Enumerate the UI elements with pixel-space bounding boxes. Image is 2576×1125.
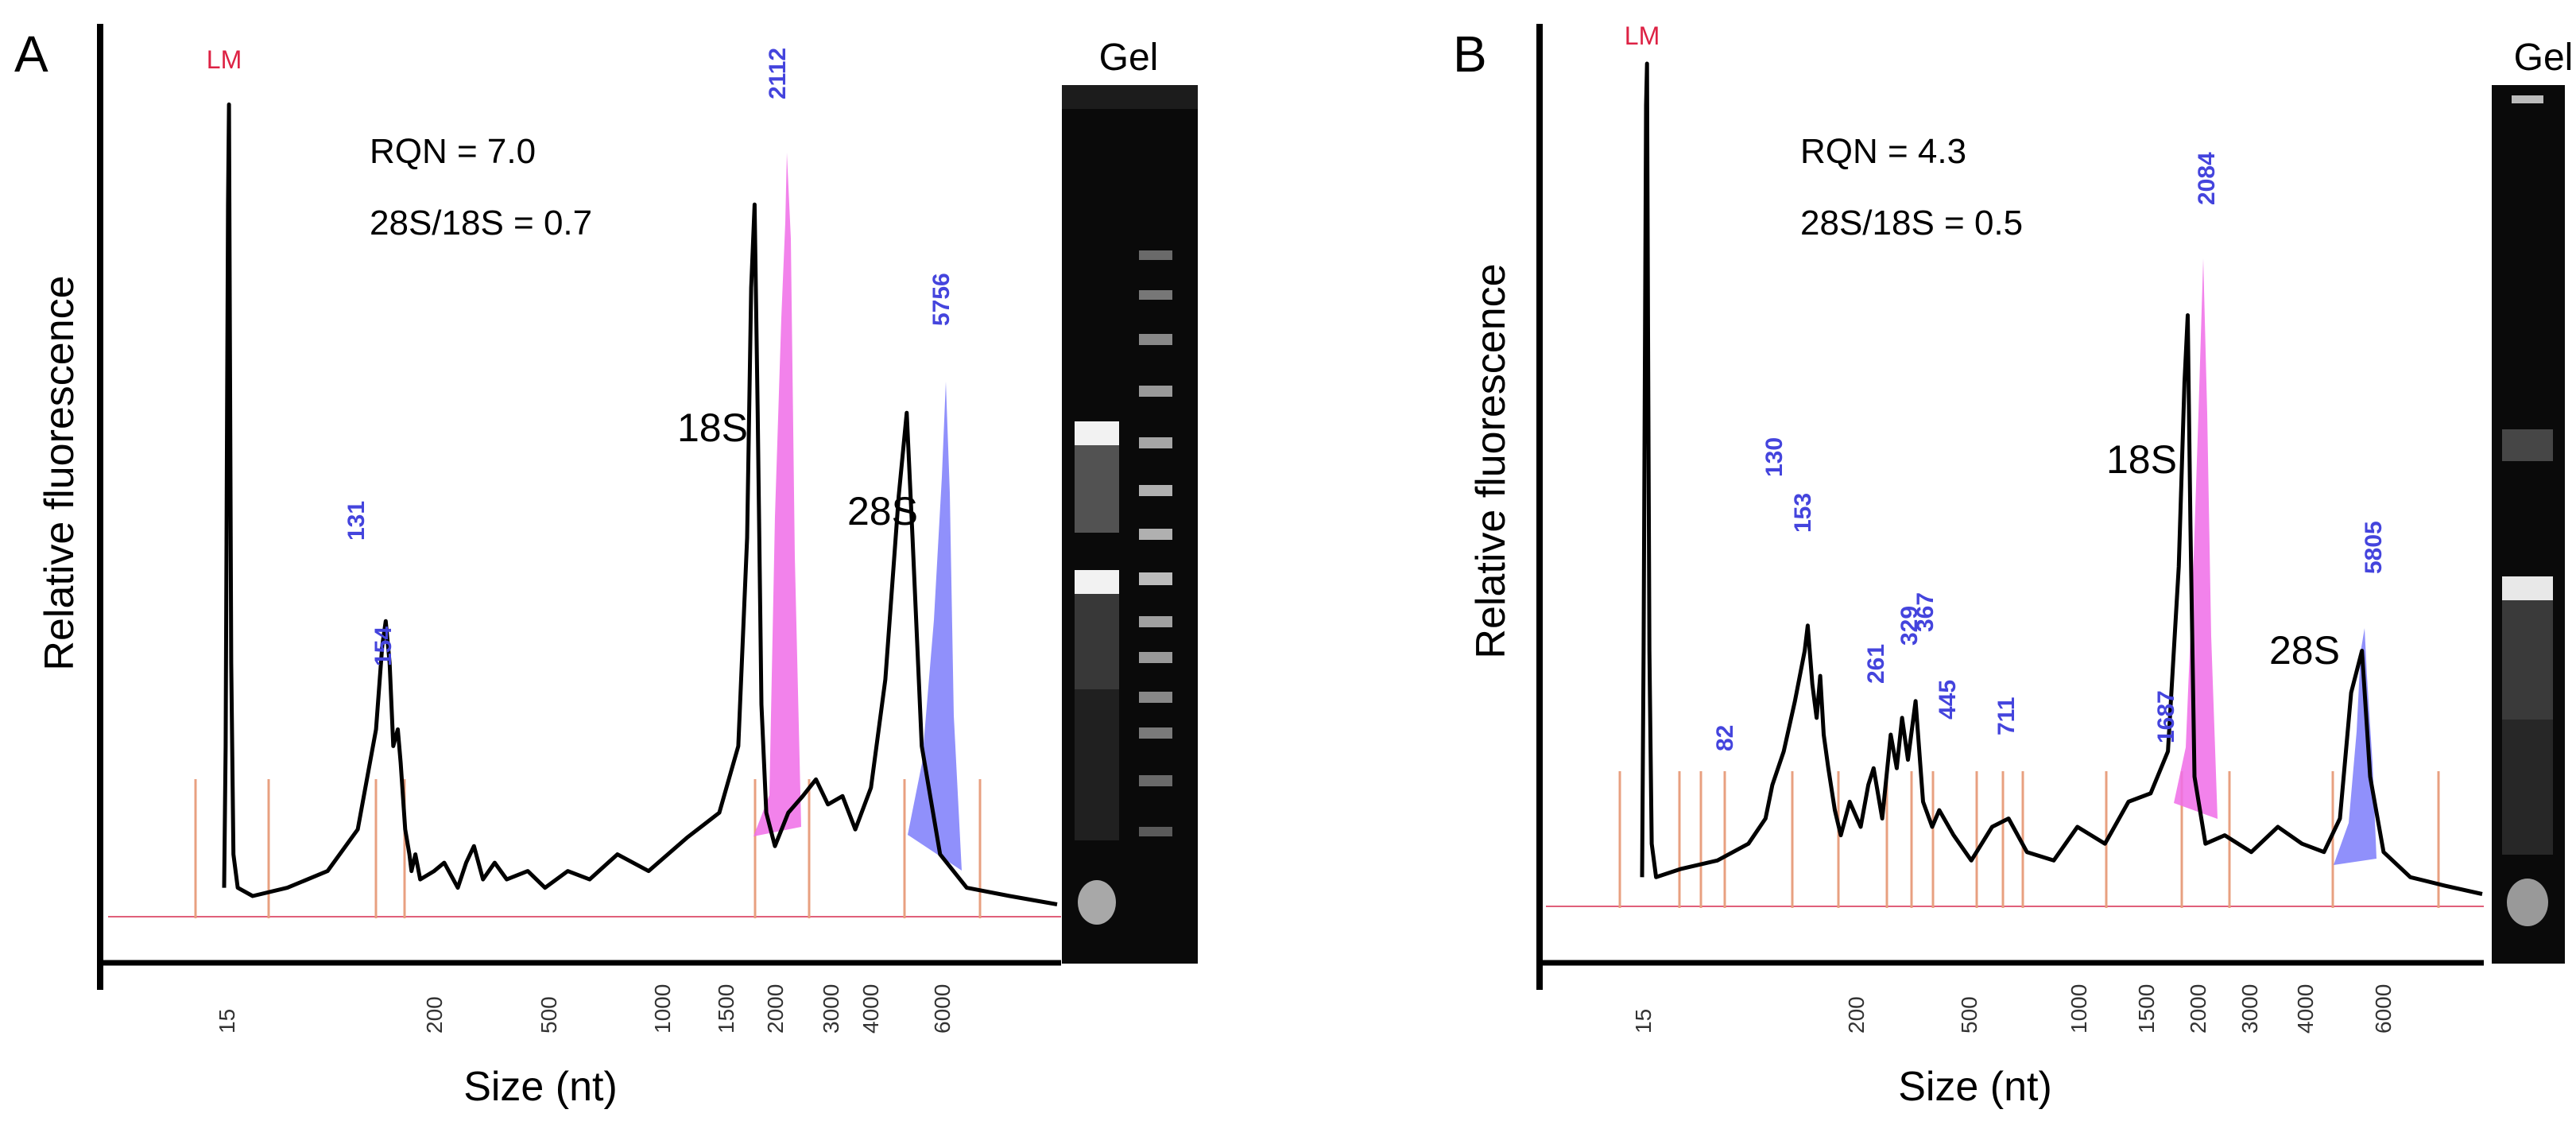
panel-b-peak-label: 367 <box>1912 592 1939 632</box>
panel-a-letter: A <box>14 25 48 83</box>
panel-b-electropherogram-trace <box>1640 61 2483 896</box>
panel-a-peak-label: 5756 <box>928 273 955 326</box>
panel-b-peak-label: 1687 <box>2153 690 2179 743</box>
panel-b-letter: B <box>1453 25 1487 83</box>
panel-a-x-tick: 3000 <box>819 984 843 1034</box>
panel-b-18s-label: 18S <box>2106 437 2177 482</box>
panel-a-x-tick: 1500 <box>714 984 738 1034</box>
panel-a-28s-label: 28S <box>847 489 918 533</box>
panel-b-x-axis-label: Size (nt) <box>1898 1064 2052 1110</box>
panel-b-peak-label: 82 <box>1712 725 1738 751</box>
panel-b-x-tick: 6000 <box>2371 984 2396 1034</box>
panel-a-x-tick: 2000 <box>763 984 788 1034</box>
panel-b-y-axis-label: Relative fluorescence <box>1468 263 1514 658</box>
panel-a-peak-label: 131 <box>343 501 370 541</box>
panel-a-gel-title: Gel <box>1099 37 1159 79</box>
panel-b-x-tick: 3000 <box>2237 984 2262 1034</box>
panel-b-gel-image <box>2492 85 2565 964</box>
panel-a-rqn: RQN = 7.0 <box>370 132 536 171</box>
panel-b-18s-peak-fill <box>2174 258 2218 819</box>
panel-b-region-markers <box>1618 771 2440 908</box>
panel-a-peak-label: 154 <box>370 627 397 666</box>
panel-a-x-tick: 6000 <box>930 984 955 1034</box>
panel-b-28s-label: 28S <box>2269 628 2340 673</box>
panel-a-18s-peak-fill <box>753 153 801 836</box>
panel-a-x-ticks: 15 200 500 1000 1500 2000 3000 4000 6000 <box>215 984 955 1034</box>
panel-b-x-tick: 1000 <box>2067 984 2091 1034</box>
panel-b-x-tick: 2000 <box>2186 984 2210 1034</box>
panel-b-x-tick: 200 <box>1844 996 1869 1034</box>
panel-a-lm-label: LM <box>207 45 242 74</box>
panel-a-x-axis-label: Size (nt) <box>463 1064 618 1110</box>
panel-a-ratio: 28S/18S = 0.7 <box>370 204 592 242</box>
panel-a: A Relative fluorescence 15 200 500 1000 … <box>14 24 1198 1110</box>
panel-a-x-tick: 1000 <box>650 984 675 1034</box>
panel-b-x-tick: 15 <box>1631 1009 1656 1034</box>
panel-b-ratio: 28S/18S = 0.5 <box>1800 204 2023 242</box>
panel-b-peak-label: 445 <box>1935 680 1961 720</box>
panel-a-x-tick: 200 <box>422 996 447 1034</box>
panel-b-x-tick: 4000 <box>2293 984 2318 1034</box>
panel-b-peak-label: 261 <box>1863 644 1889 684</box>
panel-b-x-ticks: 15 200 500 1000 1500 2000 3000 4000 6000 <box>1631 984 2396 1034</box>
panel-b-peak-label: 329 <box>1896 606 1923 646</box>
panel-b-x-tick: 500 <box>1957 996 1981 1034</box>
panel-b-gel-title: Gel <box>2514 37 2574 79</box>
panel-a-peak-label: 2112 <box>765 48 791 99</box>
panel-b-peak-label: 153 <box>1790 493 1816 533</box>
panel-a-x-tick: 15 <box>215 1009 239 1034</box>
panel-a-28s-peak-fill <box>908 382 962 871</box>
panel-a-18s-label: 18S <box>677 405 748 450</box>
panel-b-lm-label: LM <box>1625 21 1660 50</box>
panel-b-rqn: RQN = 4.3 <box>1800 132 1966 171</box>
panel-a-y-axis-label: Relative fluorescence <box>37 275 83 670</box>
panel-a-x-tick: 500 <box>537 996 561 1034</box>
panel-b-peak-label: 5805 <box>2361 521 2387 574</box>
panel-a-x-tick: 4000 <box>858 984 883 1034</box>
panel-b-x-tick: 1500 <box>2134 984 2159 1034</box>
panel-a-gel-image <box>1062 85 1198 964</box>
panel-b: B Relative fluorescence 15 200 500 1000 … <box>1453 21 2573 1110</box>
panel-b-peak-label: 711 <box>1993 697 2020 735</box>
panel-a-electropherogram-trace <box>222 102 1058 906</box>
panel-a-region-markers <box>194 779 982 918</box>
panel-b-peak-label: 130 <box>1761 437 1788 477</box>
panel-b-peak-label: 2084 <box>2194 152 2220 205</box>
